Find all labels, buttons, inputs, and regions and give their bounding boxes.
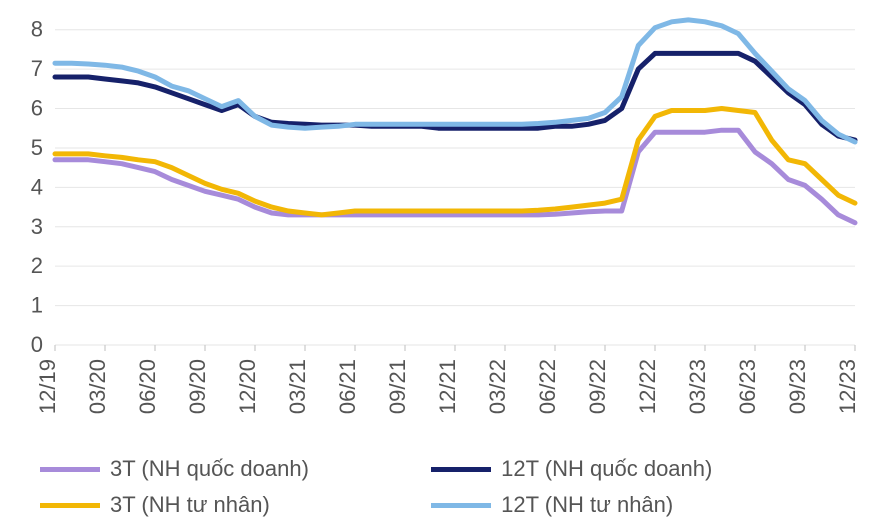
legend-label: 3T (NH quốc doanh) <box>110 456 309 482</box>
svg-text:0: 0 <box>31 332 43 357</box>
chart-container: 0 1 2 3 4 5 6 7 8 12/19 03/20 06/20 09/20 12/20 03/21 0… <box>0 0 873 524</box>
legend-swatch <box>431 467 491 472</box>
legend-item-3t-tunhan: 3T (NH tư nhân) <box>40 492 321 518</box>
svg-text:12/19: 12/19 <box>35 359 60 414</box>
legend-item-3t-quocdoanh: 3T (NH quốc doanh) <box>40 456 321 482</box>
svg-text:6: 6 <box>31 96 43 121</box>
svg-text:8: 8 <box>31 17 43 42</box>
svg-text:1: 1 <box>31 293 43 318</box>
svg-text:3: 3 <box>31 214 43 239</box>
svg-text:09/21: 09/21 <box>385 359 410 414</box>
svg-text:03/21: 03/21 <box>285 359 310 414</box>
svg-text:5: 5 <box>31 135 43 160</box>
line-chart-svg: 0 1 2 3 4 5 6 7 8 12/19 03/20 06/20 09/20 12/20 03/21 0… <box>0 0 873 440</box>
svg-text:06/20: 06/20 <box>135 359 160 414</box>
legend-item-12t-quocdoanh: 12T (NH quốc doanh) <box>431 456 712 482</box>
svg-text:06/21: 06/21 <box>335 359 360 414</box>
svg-text:7: 7 <box>31 56 43 81</box>
legend-label: 12T (NH tư nhân) <box>501 492 673 518</box>
svg-text:12/20: 12/20 <box>235 359 260 414</box>
svg-text:06/22: 06/22 <box>535 359 560 414</box>
svg-text:12/21: 12/21 <box>435 359 460 414</box>
svg-text:09/23: 09/23 <box>785 359 810 414</box>
legend-label: 12T (NH quốc doanh) <box>501 456 712 482</box>
svg-text:03/23: 03/23 <box>685 359 710 414</box>
legend-swatch <box>40 503 100 508</box>
svg-text:03/20: 03/20 <box>85 359 110 414</box>
svg-text:09/22: 09/22 <box>585 359 610 414</box>
legend-swatch <box>431 503 491 508</box>
svg-text:12/22: 12/22 <box>635 359 660 414</box>
svg-text:03/22: 03/22 <box>485 359 510 414</box>
svg-text:06/23: 06/23 <box>735 359 760 414</box>
svg-text:09/20: 09/20 <box>185 359 210 414</box>
legend-item-12t-tunhan: 12T (NH tư nhân) <box>431 492 712 518</box>
svg-text:2: 2 <box>31 253 43 278</box>
svg-text:4: 4 <box>31 174 43 199</box>
svg-text:12/23: 12/23 <box>835 359 860 414</box>
legend: 3T (NH quốc doanh) 12T (NH quốc doanh) 3… <box>40 456 712 518</box>
legend-swatch <box>40 467 100 472</box>
legend-label: 3T (NH tư nhân) <box>110 492 270 518</box>
